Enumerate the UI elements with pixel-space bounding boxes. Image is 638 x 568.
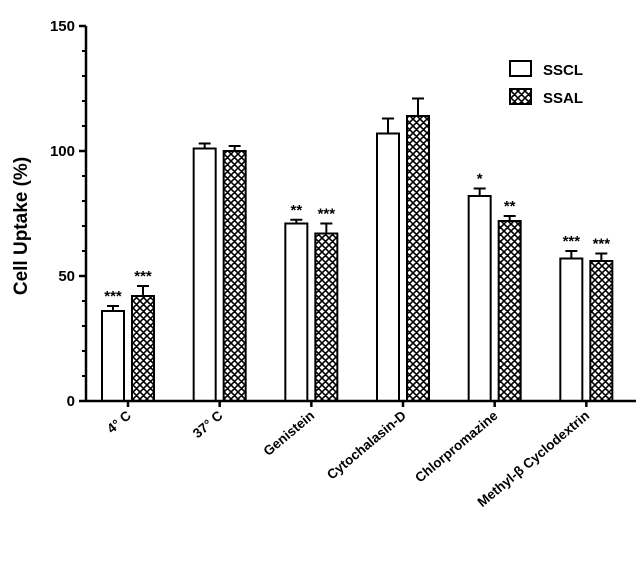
bar-sscl [284, 222, 309, 402]
significance-label: * [477, 171, 483, 188]
y-tick-label: 150 [50, 18, 75, 35]
y-tick-label: 0 [67, 393, 75, 410]
y-axis-label: Cell Uptake (%) [11, 157, 32, 295]
significance-label: *** [593, 236, 611, 253]
legend: SSCL SSAL [509, 60, 583, 107]
bar-ssal [222, 150, 247, 402]
bar-sscl [559, 257, 584, 402]
x-axis: 4° C 37° C Genistein Cytochalasin-D Chlorpro… [86, 399, 636, 510]
x-tick-label: 37° C [190, 408, 226, 441]
bar-ssal [406, 115, 430, 402]
x-tick-label: Cytochalasin-D [324, 408, 409, 483]
x-tick-label: Genistein [260, 408, 317, 459]
bar-ssal [131, 295, 155, 402]
bar-ssal [589, 260, 614, 402]
bar-ssal [497, 220, 522, 402]
bar-sscl [376, 132, 400, 402]
x-tick-label: 4° C [104, 408, 134, 437]
significance-label: *** [104, 288, 122, 305]
bar-sscl [101, 310, 125, 402]
bar-series-group: ******** ********* *** [101, 97, 614, 402]
y-tick-label: 100 [50, 143, 75, 160]
bar-sscl [192, 147, 217, 402]
significance-label: ** [290, 202, 302, 219]
legend-label-ssal: SSAL [543, 90, 583, 107]
legend-swatch-ssal [509, 88, 532, 105]
y-tick-label: 50 [58, 268, 75, 285]
bar-sscl [467, 195, 492, 402]
legend-label-sscl: SSCL [543, 62, 583, 79]
significance-label: *** [563, 233, 581, 250]
significance-label: *** [318, 206, 336, 223]
y-axis: 0 50 100 150 [50, 18, 88, 410]
legend-swatch-sscl [509, 60, 532, 77]
significance-label: *** [134, 268, 152, 285]
significance-label: ** [504, 198, 516, 215]
bar-ssal [314, 232, 339, 402]
x-tick-label: Chlorpromazine [412, 407, 501, 485]
